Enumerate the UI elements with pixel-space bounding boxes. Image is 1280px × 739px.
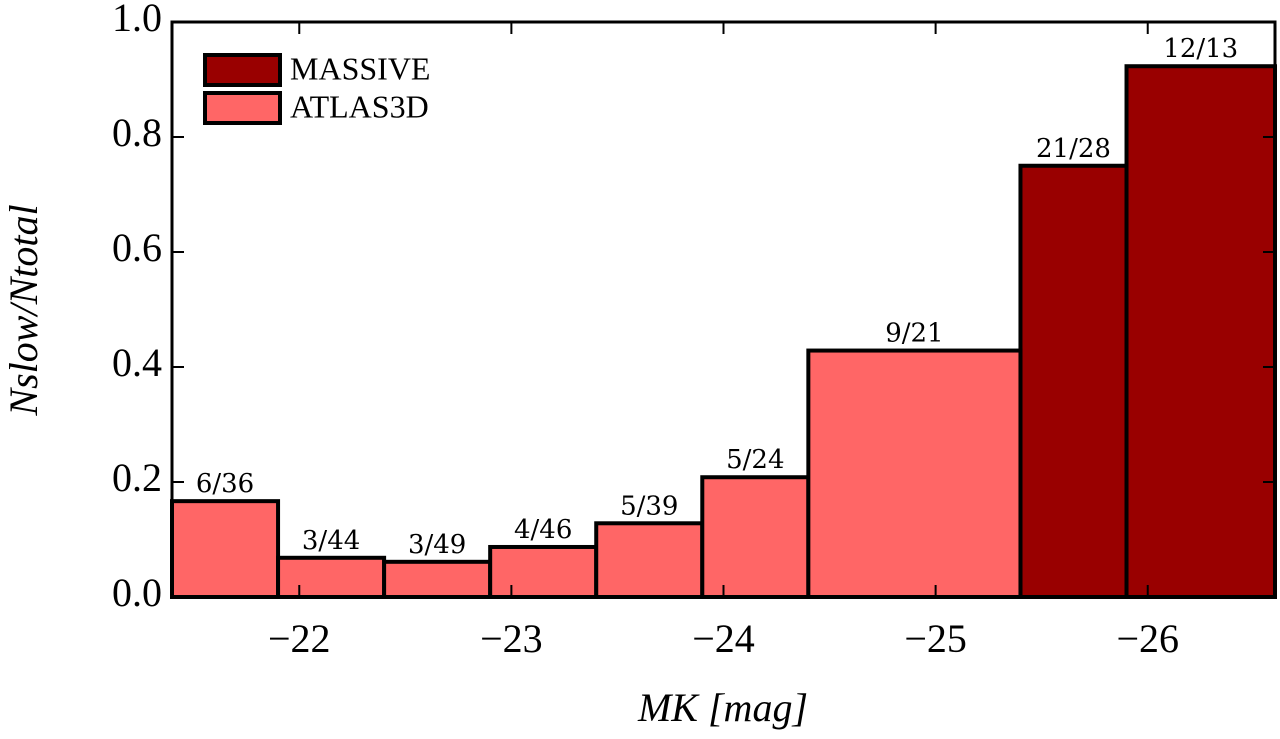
value-label: 3/49 [408, 530, 466, 560]
y-axis-label: Nslow/Ntotal [1, 204, 46, 416]
value-label: 6/36 [196, 469, 254, 499]
value-label: 5/39 [620, 491, 678, 521]
x-tick-label: −23 [480, 616, 543, 661]
bar [1124, 64, 1278, 599]
value-label: 5/24 [726, 445, 784, 475]
bar [594, 521, 705, 599]
bar [382, 559, 493, 599]
y-tick-label: 1.0 [112, 0, 162, 40]
x-tick-label: −22 [268, 616, 331, 661]
x-tick-label: −24 [692, 616, 755, 661]
y-tick-label: 0.6 [112, 225, 162, 270]
y-tick-label: 0.2 [112, 455, 162, 500]
x-tick-label: −26 [1116, 616, 1179, 661]
value-label: 12/13 [1163, 34, 1238, 64]
bar [276, 555, 387, 599]
value-label: 21/28 [1036, 134, 1111, 164]
x-tick-label: −25 [904, 616, 967, 661]
x-axis-label: MK [mag] [637, 685, 808, 730]
legend-label: ATLAS3D [290, 88, 429, 124]
legend-swatch [203, 91, 282, 125]
value-label: 4/46 [514, 515, 572, 545]
legend-swatch [203, 53, 282, 87]
y-tick-label: 0.4 [112, 340, 162, 385]
value-label: 9/21 [885, 319, 943, 349]
value-label: 3/44 [302, 526, 360, 556]
bar [488, 544, 599, 599]
bar [700, 475, 811, 600]
legend-label: MASSIVE [290, 50, 430, 86]
bar [170, 499, 281, 599]
y-tick-label: 0.0 [112, 570, 162, 615]
bar [1018, 163, 1129, 599]
bar [806, 348, 1023, 599]
y-tick-label: 0.8 [112, 110, 162, 155]
